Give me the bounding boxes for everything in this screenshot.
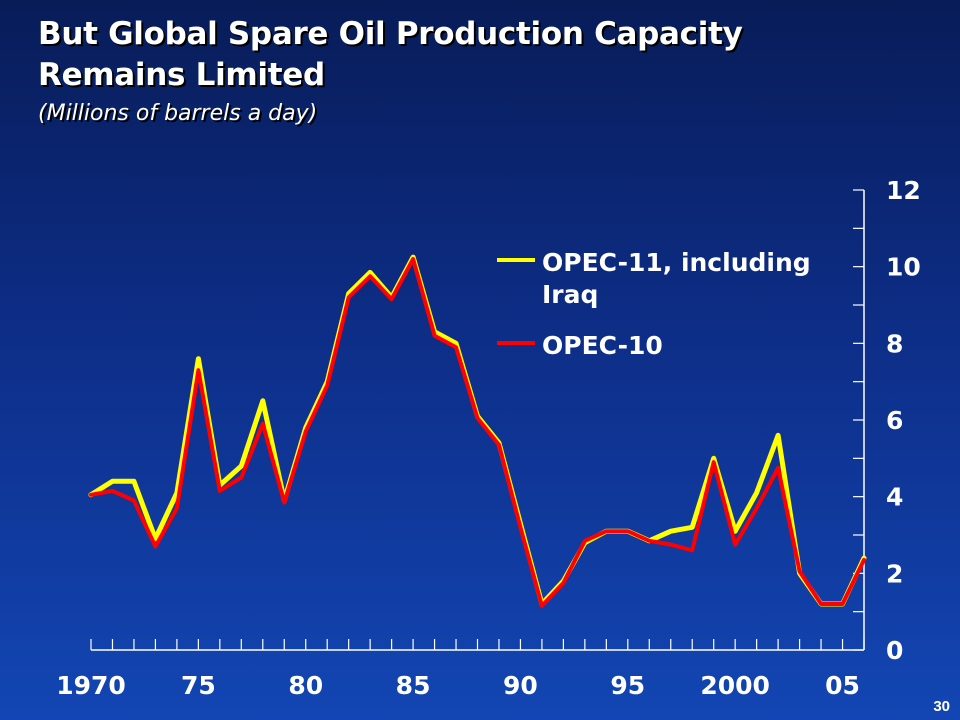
chart-legend: OPEC-11, including Iraq OPEC-10 bbox=[497, 248, 811, 360]
x-tick-label: 80 bbox=[288, 671, 323, 700]
y-tick-label: 12 bbox=[886, 176, 921, 205]
x-tick-label: 05 bbox=[825, 671, 860, 700]
y-tick-label: 4 bbox=[886, 483, 903, 512]
y-tick-label: 10 bbox=[886, 253, 921, 282]
chart-axes: 1970 75 80 85 90 95 2000 05 0 2 4 6 8 10 12 bbox=[56, 176, 921, 700]
series-line-opec-11 bbox=[88, 254, 867, 607]
y-tick-label: 8 bbox=[886, 329, 903, 358]
legend-label-opec-11: OPEC-11, including bbox=[542, 248, 811, 277]
chart-series-layer bbox=[88, 254, 867, 608]
slide-title-line1: But Global Spare Oil Production Capacity bbox=[38, 16, 743, 52]
x-tick-label: 2000 bbox=[700, 671, 770, 700]
slide-subtitle: (Millions of barrels a day) bbox=[38, 101, 318, 126]
page-number: 30 bbox=[933, 698, 950, 715]
y-tick-label: 0 bbox=[886, 636, 903, 665]
y-tick-label: 2 bbox=[886, 559, 903, 588]
legend-label-opec-10: OPEC-10 bbox=[542, 331, 663, 360]
x-tick-label: 1970 bbox=[56, 671, 126, 700]
slide-title: But Global Spare Oil Production Capacity… bbox=[38, 14, 743, 96]
x-tick-label: 75 bbox=[181, 671, 216, 700]
slide-title-line2: Remains Limited bbox=[38, 57, 325, 93]
x-tick-label: 85 bbox=[396, 671, 431, 700]
y-tick-label: 6 bbox=[886, 406, 903, 435]
x-tick-label: 90 bbox=[503, 671, 538, 700]
x-tick-label: 95 bbox=[610, 671, 645, 700]
legend-label-opec-11-line2: Iraq bbox=[542, 280, 598, 309]
series-line-opec-10 bbox=[89, 257, 866, 608]
